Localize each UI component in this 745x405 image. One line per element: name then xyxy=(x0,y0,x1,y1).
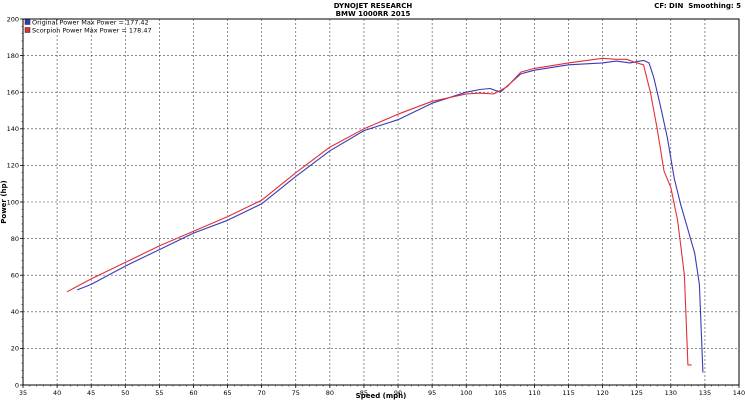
y-tick-label: 80 xyxy=(11,235,19,243)
series-layer xyxy=(66,57,704,373)
x-tick-label: 120 xyxy=(596,389,608,397)
y-tick-label: 40 xyxy=(11,308,19,316)
x-tick-label: 95 xyxy=(428,389,436,397)
x-tick-label: 110 xyxy=(528,389,540,397)
legend-swatch-scorpion xyxy=(24,27,31,33)
grid-layer xyxy=(23,19,739,385)
x-tick-label: 75 xyxy=(292,389,300,397)
y-tick-label: 140 xyxy=(7,125,19,133)
x-tick-label: 55 xyxy=(155,389,163,397)
x-tick-label: 45 xyxy=(87,389,95,397)
y-tick-label: 200 xyxy=(7,15,19,23)
y-tick-label: 100 xyxy=(7,198,19,206)
x-tick-label: 130 xyxy=(665,389,677,397)
x-tick-label: 60 xyxy=(189,389,197,397)
x-tick-label: 140 xyxy=(733,389,745,397)
x-axis-label: Speed (mph) xyxy=(356,392,407,400)
y-tick-label: 0 xyxy=(15,381,19,389)
y-tick-label: 60 xyxy=(11,272,19,280)
legend-swatch-original xyxy=(24,19,31,25)
y-tick-label: 180 xyxy=(7,52,19,60)
x-tick-label: 105 xyxy=(494,389,506,397)
legend-label-original: Original Power Max Power = 177.42 xyxy=(32,19,149,27)
x-tick-label: 85 xyxy=(360,389,368,397)
x-tick-label: 115 xyxy=(562,389,574,397)
y-tick-label: 160 xyxy=(7,89,19,97)
chart-title: DYNOJET RESEARCH xyxy=(334,2,413,10)
plot-frame xyxy=(22,18,740,386)
x-tick-label: 125 xyxy=(631,389,643,397)
x-tick-label: 90 xyxy=(394,389,402,397)
chart-settings: CF: DIN Smoothing: 5 xyxy=(654,2,741,10)
chart-subtitle: BMW 1000RR 2015 xyxy=(336,10,411,18)
original-power-line xyxy=(77,59,704,373)
legend: Original Power Max Power = 177.42 Scorpi… xyxy=(24,19,152,35)
legend-label-scorpion: Scorpion Power Max Power = 178.47 xyxy=(32,27,152,35)
x-tick-label: 70 xyxy=(258,389,266,397)
x-tick-label: 65 xyxy=(223,389,231,397)
x-tick-label: 135 xyxy=(699,389,711,397)
y-tick-label: 20 xyxy=(11,345,19,353)
x-tick-label: 50 xyxy=(121,389,129,397)
ticks-layer: 35 40 45 50 55 60 65 70 75 80 85 90 95 100 105 110 115 12… xyxy=(7,15,745,397)
x-tick-label: 35 xyxy=(19,389,27,397)
x-tick-label: 100 xyxy=(460,389,472,397)
y-tick-label: 120 xyxy=(7,162,19,170)
scorpion-power-line xyxy=(66,57,692,366)
x-tick-label: 80 xyxy=(326,389,334,397)
x-tick-label: 40 xyxy=(53,389,61,397)
y-axis-label: Power (hp) xyxy=(0,180,8,223)
